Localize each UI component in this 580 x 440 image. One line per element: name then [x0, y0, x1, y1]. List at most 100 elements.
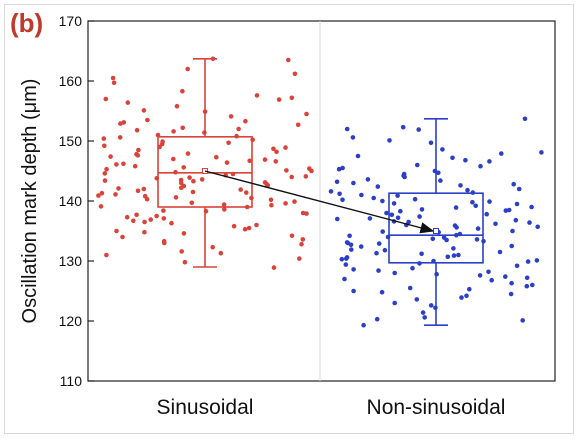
data-point: [254, 93, 260, 98]
data-point: [473, 203, 479, 209]
data-point: [389, 212, 395, 218]
data-point: [131, 218, 136, 224]
data-point: [300, 210, 306, 216]
data-point: [113, 192, 118, 197]
data-point: [417, 214, 422, 219]
data-point: [210, 244, 215, 250]
data-point: [247, 158, 252, 164]
data-point: [124, 214, 130, 220]
data-point: [430, 236, 436, 242]
data-point: [262, 180, 268, 185]
data-point: [535, 224, 540, 230]
data-point: [508, 291, 514, 297]
data-point: [226, 140, 231, 146]
data-point: [292, 71, 298, 77]
data-point: [242, 226, 248, 232]
data-point: [181, 165, 186, 170]
data-point: [374, 250, 379, 256]
data-point: [269, 202, 274, 208]
data-point: [529, 204, 534, 210]
data-point: [458, 183, 463, 188]
data-point: [359, 192, 364, 198]
data-point: [527, 220, 532, 225]
data-point: [118, 121, 123, 126]
data-point: [459, 295, 464, 300]
data-point: [539, 150, 544, 155]
data-point: [99, 190, 105, 196]
data-point: [284, 168, 289, 173]
data-point: [379, 289, 385, 295]
data-point: [300, 237, 306, 242]
data-point: [358, 244, 364, 249]
data-point: [376, 241, 382, 246]
data-point: [474, 237, 480, 242]
data-point: [98, 204, 104, 209]
data-point: [125, 100, 131, 105]
data-point: [104, 252, 109, 258]
category-label: Non-sinusoidal: [367, 396, 506, 419]
data-point: [493, 221, 498, 227]
data-point: [268, 197, 274, 203]
data-point: [453, 205, 459, 210]
data-point: [144, 196, 150, 202]
data-point: [169, 220, 174, 226]
data-point: [161, 216, 167, 221]
data-point: [134, 127, 140, 133]
data-point: [503, 208, 509, 213]
data-point: [506, 207, 512, 213]
data-point: [348, 242, 354, 248]
data-point: [283, 145, 288, 150]
data-point: [440, 147, 445, 152]
data-point: [101, 136, 107, 141]
data-point: [516, 186, 522, 192]
data-point: [344, 240, 350, 245]
data-point: [340, 197, 345, 203]
data-point: [509, 280, 514, 286]
data-point: [475, 226, 481, 231]
data-point: [307, 166, 312, 171]
mean-shift-arrow: [204, 170, 435, 234]
data-point: [344, 126, 350, 132]
data-point: [246, 225, 252, 231]
data-point: [145, 117, 150, 123]
data-point: [221, 202, 227, 207]
data-point: [410, 265, 415, 271]
data-point: [148, 217, 153, 222]
data-point: [395, 193, 400, 198]
y-tick-label: 170: [59, 13, 83, 29]
data-point: [398, 208, 403, 214]
iqr-box: [388, 192, 484, 264]
data-point: [351, 288, 356, 294]
data-point: [304, 211, 309, 216]
data-point: [384, 210, 389, 216]
data-point: [171, 156, 176, 162]
data-point: [454, 225, 459, 230]
data-point: [463, 157, 468, 163]
data-point: [380, 198, 385, 204]
data-point: [132, 163, 138, 169]
data-point: [283, 201, 288, 206]
data-point: [336, 166, 342, 172]
data-point: [487, 159, 492, 164]
data-point: [135, 188, 141, 194]
data-point: [141, 108, 147, 113]
data-point: [271, 265, 277, 270]
data-point: [416, 127, 422, 132]
data-point: [534, 258, 540, 263]
figure-frame: [4, 4, 574, 434]
data-point: [142, 229, 147, 235]
data-point: [486, 269, 491, 275]
data-point: [110, 75, 116, 81]
data-point: [102, 143, 107, 149]
data-point: [415, 162, 420, 168]
data-point: [400, 124, 406, 130]
data-point: [510, 228, 515, 234]
data-point: [489, 277, 495, 283]
data-point: [114, 162, 119, 167]
data-point: [395, 215, 401, 221]
y-axis-title: Oscillation mark depth (μm): [19, 79, 41, 324]
data-point: [412, 196, 418, 202]
data-point: [530, 282, 535, 288]
data-point: [470, 199, 475, 205]
data-point: [161, 238, 167, 244]
